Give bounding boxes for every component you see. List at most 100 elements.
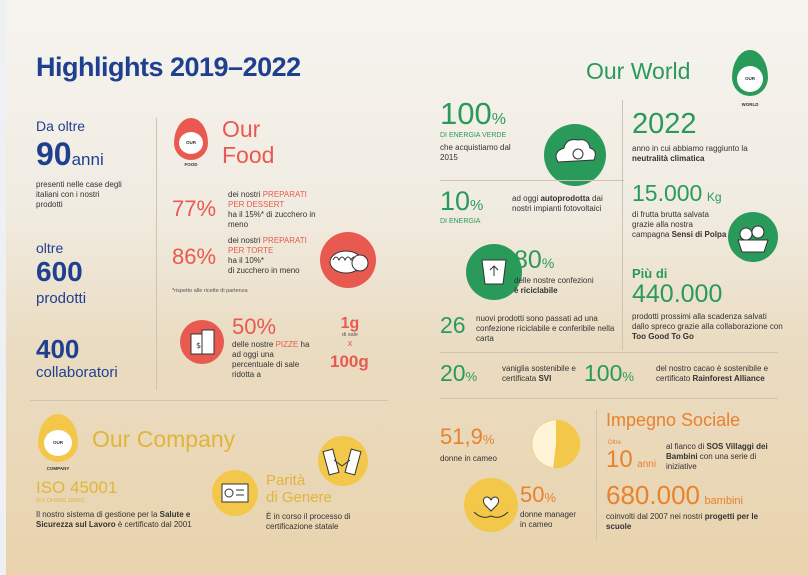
- years-unit: anni: [71, 150, 104, 169]
- our-company-drop-icon: OUR COMPANY: [38, 414, 78, 471]
- fruit-text: di frutta brutta salvata grazie alla nos…: [632, 210, 728, 240]
- vanilla-text-a: vaniglia sostenibile e certificata: [502, 364, 576, 383]
- saved-text: prodotti prossimi alla scadenza salvati …: [632, 312, 784, 342]
- saved-prefix: Più di: [632, 266, 668, 281]
- cocoa-text: del nostro cacao è sostenibile e certifi…: [656, 364, 778, 384]
- social-years-text-b: SOS Villaggi dei Bambini: [666, 442, 768, 461]
- social-years-stat: 10 anni: [606, 446, 656, 474]
- vanilla-text: vaniglia sostenibile e certificata SVI: [502, 364, 580, 384]
- saved-value: 440.000: [632, 280, 723, 308]
- new-value: 26: [440, 312, 466, 338]
- pack-text: delle nostre confezioni è riciclabile: [514, 276, 614, 296]
- social-oltre: Oltre: [608, 440, 622, 446]
- years-desc: presenti nelle case degli italiani con i…: [36, 180, 122, 209]
- products-prefix: oltre: [36, 240, 64, 256]
- handshake-icon: [318, 436, 368, 486]
- fruit-text-b: Sensi di Polpa: [671, 230, 727, 239]
- divider-left: [156, 118, 157, 390]
- our-food-title-1: Our: [222, 116, 261, 142]
- certificate-icon: [212, 470, 258, 516]
- recycle-cup-icon: [466, 244, 522, 300]
- salt-top: 1g: [340, 315, 360, 332]
- parita-title: Parità di Genere: [266, 472, 332, 506]
- food-stat1-d: ha il 15%* di zucchero in meno: [228, 210, 316, 229]
- fruit-value: 15.000: [632, 180, 703, 206]
- food-stat2-d: ha il 10%*: [228, 256, 265, 265]
- kids-value: 680.000: [606, 480, 700, 510]
- social-years-text-a: al fianco di: [666, 442, 705, 451]
- cake-icon: [320, 232, 376, 288]
- kids-text-a: coinvolti dal 2007 nei nostri: [606, 512, 703, 521]
- food-stat2-e: di zucchero in meno: [228, 266, 300, 275]
- staff-label: collaboratori: [36, 364, 118, 381]
- years-stat: 90anni: [36, 136, 104, 173]
- solar-cloud-icon: [544, 124, 606, 186]
- women-stat: 51,9%: [440, 424, 494, 450]
- pack-text-b: è riciclabile: [514, 286, 558, 295]
- energy-text: che acquistiamo dal 2015: [440, 143, 511, 162]
- kids-text: coinvolti dal 2007 nei nostri progetti p…: [606, 512, 778, 532]
- food-stat2-b: PREPARATI: [262, 236, 307, 245]
- salt-mid: di sale: [342, 332, 358, 338]
- cocoa-value: 100: [584, 360, 623, 386]
- our-food-title: Our Food: [222, 116, 274, 168]
- women-value: 51,9: [440, 424, 483, 449]
- iso-text-b: Salute e Sicurezza sul Lavoro: [36, 510, 191, 529]
- salt-bottom: 100g: [330, 352, 369, 371]
- our-world-drop-icon: OUR WORLD: [732, 50, 768, 107]
- managers-stat: 50%: [520, 482, 556, 508]
- managers-unit: %: [544, 490, 557, 505]
- self-label: DI ENERGIA: [440, 218, 481, 225]
- divider-world-people: [440, 398, 778, 399]
- our-world-title: Our World: [586, 58, 691, 84]
- food-stat3-c: ha ad oggi una percentuale di sale ridot…: [232, 340, 310, 379]
- food-stat1-c: PER DESSERT: [228, 200, 285, 209]
- divider-world-3: [622, 180, 623, 350]
- food-footnote: *rispetto alle ricette di partenza: [172, 288, 248, 294]
- cocoa-text-a: del nostro cacao è sostenibile e certifi…: [656, 364, 769, 383]
- pack-text-a: delle nostre confezioni: [514, 276, 594, 285]
- fruit-stat: 15.000 Kg: [632, 180, 722, 207]
- managers-value: 50: [520, 482, 545, 507]
- kids-unit: bambini: [704, 495, 743, 507]
- women-pie-chart: [530, 418, 582, 470]
- iso-text: Il nostro sistema di gestione per la Sal…: [36, 510, 214, 530]
- social-years-value: 10: [606, 446, 633, 473]
- vanilla-text-b: SVI: [538, 374, 552, 383]
- page-title: Highlights 2019–2022: [36, 52, 301, 82]
- self-unit: %: [470, 197, 484, 214]
- food-stat2-text: dei nostri PREPARATI PER TORTE ha il 10%…: [228, 236, 320, 276]
- managers-text: donne manager in cameo: [520, 510, 577, 529]
- year-value: 2022: [632, 108, 697, 140]
- social-years-text-c: con una serie di iniziative: [666, 452, 757, 471]
- kids-text-b: progetti per le scuole: [606, 512, 759, 531]
- salt-ratio: 1g di sale x: [334, 315, 366, 349]
- divider-food-company: [30, 400, 388, 401]
- iso-text-a: Il nostro sistema di gestione per la: [36, 510, 158, 519]
- fruit-unit: Kg: [706, 190, 722, 204]
- self-text-c: dai nostri impianti fotovoltaici: [512, 194, 603, 213]
- food-stat3-b: PIZZE: [275, 340, 299, 349]
- divider-social: [596, 410, 597, 540]
- self-text: ad oggi autoprodotta dai nostri impianti…: [512, 194, 616, 214]
- pack-value: 80: [514, 246, 542, 274]
- self-value: 10: [440, 186, 471, 216]
- fruit-text-a: di frutta brutta salvata grazie alla nos…: [632, 210, 709, 239]
- year-text-b: neutralità climatica: [632, 154, 705, 163]
- cocoa-text-b: Rainforest Alliance: [692, 374, 765, 383]
- pack-stat: 80%: [514, 246, 554, 275]
- products-number: 600: [36, 256, 83, 287]
- svg-text:$: $: [196, 341, 201, 350]
- iso-sub: (EX OHSAS 18001): [36, 498, 85, 504]
- vanilla-value: 20: [440, 360, 466, 386]
- food-stat1-b: PREPARATI: [262, 190, 307, 199]
- left-border: [0, 0, 6, 575]
- parita-text: È in corso il processo di certificazione…: [266, 512, 351, 531]
- years-number: 90: [36, 136, 72, 172]
- food-stat1-value: 77%: [172, 196, 217, 221]
- energy-value: 100: [440, 96, 492, 131]
- saved-text-a: prodotti prossimi alla scadenza salvati …: [632, 312, 783, 331]
- new-text: nuovi prodotti sono passati ad una confe…: [476, 314, 615, 343]
- saved-text-b: Too Good To Go: [632, 332, 694, 341]
